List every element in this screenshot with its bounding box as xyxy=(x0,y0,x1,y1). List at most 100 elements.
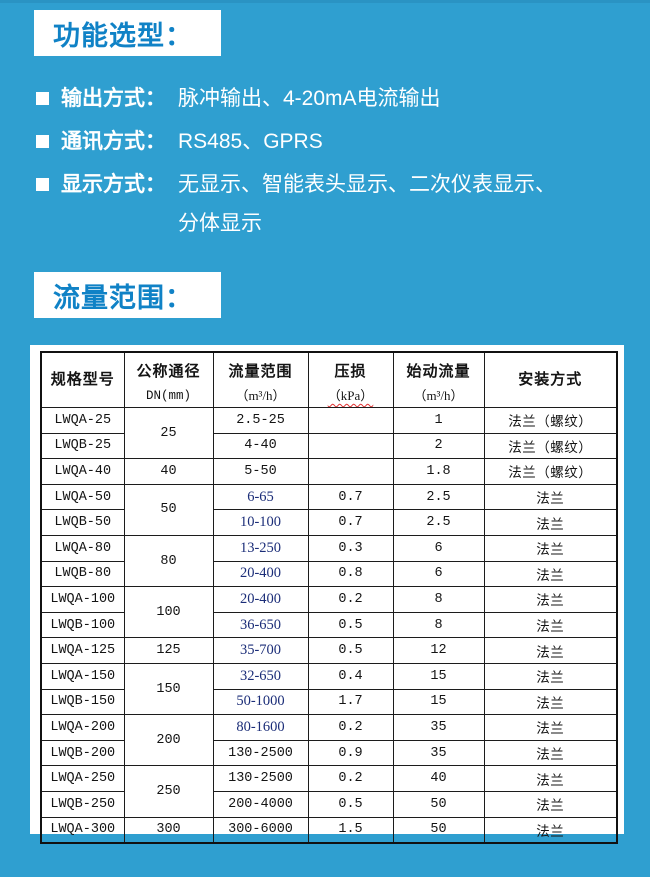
cell-model: LWQB-150 xyxy=(40,688,125,716)
cell-model: LWQA-40 xyxy=(40,458,125,485)
cell-nominal-diameter: 50 xyxy=(123,483,214,536)
cell-nominal-diameter: 200 xyxy=(123,714,214,767)
cell-install-type: 法兰 xyxy=(483,586,618,613)
cell-flow-range: 36-650 xyxy=(212,611,309,639)
cell-pressure-loss xyxy=(307,432,394,460)
cell-install-type: 法兰 xyxy=(483,765,618,792)
bullet-square-icon xyxy=(36,92,49,105)
cell-install-type: 法兰 xyxy=(483,688,618,716)
col-header-install-type-label: 安装方式 xyxy=(518,372,583,388)
feature-label: 输出方式： xyxy=(61,87,166,110)
feature-value: 无显示、智能表头显示、二次仪表显示、 分体显示 xyxy=(178,173,556,235)
col-header-start-flow-label: 始动流量 xyxy=(406,364,471,380)
cell-install-type: 法兰（螺纹） xyxy=(483,458,618,485)
cell-model: LWQA-80 xyxy=(40,534,125,562)
cell-start-flow: 8 xyxy=(392,611,485,639)
cell-install-type: 法兰 xyxy=(483,662,618,690)
cell-start-flow: 6 xyxy=(392,560,485,588)
cell-start-flow: 35 xyxy=(392,714,485,741)
cell-install-type: 法兰 xyxy=(483,560,618,588)
table-row: LWQA-250 250 130-2500 0.2 40 法兰 xyxy=(40,765,618,818)
cell-install-type: 法兰 xyxy=(483,483,618,511)
cell-start-flow: 2.5 xyxy=(392,483,485,511)
cell-install-type: 法兰 xyxy=(483,790,618,818)
cell-flow-range: 130-2500 xyxy=(212,765,309,792)
cell-model: LWQA-25 xyxy=(40,407,125,434)
cell-install-type: 法兰 xyxy=(483,816,618,844)
cell-pressure-loss: 0.2 xyxy=(307,586,394,613)
cell-nominal-diameter: 150 xyxy=(123,662,214,716)
cell-pressure-loss xyxy=(307,407,394,434)
cell-flow-range: 2.5-25 xyxy=(212,407,309,434)
cell-model: LWQA-125 xyxy=(40,637,125,664)
cell-start-flow: 35 xyxy=(392,739,485,767)
col-header-pressure-loss: 压损 （kPa） xyxy=(307,351,394,408)
cell-model: LWQA-200 xyxy=(40,714,125,741)
cell-pressure-loss: 0.2 xyxy=(307,765,394,792)
feature-label: 通讯方式： xyxy=(61,130,166,153)
table-row: LWQB-150 50-1000 1.7 15 法兰 xyxy=(40,688,618,716)
cell-pressure-loss: 0.5 xyxy=(307,611,394,639)
section-title-flow-range-label: 流量范围： xyxy=(53,282,193,313)
cell-pressure-loss: 0.5 xyxy=(307,637,394,664)
cell-install-type: 法兰（螺纹） xyxy=(483,432,618,460)
cell-pressure-loss: 0.5 xyxy=(307,790,394,818)
cell-start-flow: 6 xyxy=(392,534,485,562)
table-row: LWQB-50 10-100 0.7 2.5 法兰 xyxy=(40,509,618,536)
table-row: LWQA-100 100 20-400 0.2 8 法兰 xyxy=(40,586,618,639)
cell-pressure-loss: 0.7 xyxy=(307,483,394,511)
cell-flow-range: 13-250 xyxy=(212,534,309,562)
cell-pressure-loss: 0.2 xyxy=(307,714,394,741)
table-header-row: 规格型号 公称通径 DN(mm) 流量范围 （m³/h） 压损 （kPa） 始动… xyxy=(40,351,618,408)
cell-flow-range: 6-65 xyxy=(212,483,309,511)
cell-start-flow: 40 xyxy=(392,765,485,792)
section-title-function: 功能选型： xyxy=(34,10,221,56)
cell-nominal-diameter: 80 xyxy=(123,534,214,588)
cell-start-flow: 1.8 xyxy=(392,458,485,485)
table-row: LWQB-250 200-4000 0.5 50 法兰 xyxy=(40,790,618,818)
cell-flow-range: 50-1000 xyxy=(212,688,309,716)
cell-flow-range: 300-6000 xyxy=(212,816,309,844)
cell-start-flow: 1 xyxy=(392,407,485,434)
cell-flow-range: 80-1600 xyxy=(212,714,309,741)
cell-install-type: 法兰 xyxy=(483,714,618,741)
cell-start-flow: 8 xyxy=(392,586,485,613)
cell-start-flow: 50 xyxy=(392,816,485,844)
col-header-start-flow: 始动流量 （m³/h） xyxy=(392,351,485,408)
feature-item-output: 输出方式： 脉冲输出、4-20mA电流输出 xyxy=(36,79,636,118)
cell-model: LWQB-200 xyxy=(40,739,125,767)
cell-start-flow: 2.5 xyxy=(392,509,485,536)
table-row: LWQB-25 4-40 2 法兰（螺纹） xyxy=(40,432,618,460)
feature-value: 脉冲输出、4-20mA电流输出 xyxy=(178,87,441,110)
cell-pressure-loss: 0.3 xyxy=(307,534,394,562)
cell-pressure-loss: 0.4 xyxy=(307,662,394,690)
feature-item-communication: 通讯方式： RS485、GPRS xyxy=(36,122,636,161)
cell-nominal-diameter: 40 xyxy=(123,458,214,485)
bullet-square-icon xyxy=(36,178,49,191)
cell-install-type: 法兰 xyxy=(483,637,618,664)
table-row: LWQA-25 25 2.5-25 1 法兰（螺纹） xyxy=(40,406,618,460)
cell-pressure-loss: 0.8 xyxy=(307,560,394,588)
cell-flow-range: 32-650 xyxy=(212,662,309,690)
cell-pressure-loss: 1.5 xyxy=(307,816,394,844)
cell-flow-range: 5-50 xyxy=(212,458,309,485)
cell-flow-range: 4-40 xyxy=(212,432,309,460)
table-row: LWQB-100 36-650 0.5 8 法兰 xyxy=(40,611,618,639)
cell-install-type: 法兰（螺纹） xyxy=(483,407,618,434)
cell-model: LWQB-80 xyxy=(40,560,125,588)
cell-model: LWQA-50 xyxy=(40,483,125,511)
cell-flow-range: 10-100 xyxy=(212,509,309,536)
col-header-nominal-diameter: 公称通径 DN(mm) xyxy=(123,351,214,408)
cell-model: LWQA-250 xyxy=(40,765,125,792)
cell-flow-range: 20-400 xyxy=(212,586,309,613)
cell-nominal-diameter: 250 xyxy=(123,765,214,818)
col-header-pressure-loss-label: 压损 xyxy=(334,364,367,380)
col-header-start-flow-unit: （m³/h） xyxy=(413,388,464,403)
cell-pressure-loss: 0.9 xyxy=(307,739,394,767)
cell-pressure-loss xyxy=(307,458,394,485)
cell-model: LWQB-25 xyxy=(40,432,125,460)
cell-nominal-diameter: 300 xyxy=(123,816,214,844)
col-header-nominal-diameter-label: 公称通径 xyxy=(136,364,201,380)
feature-list: 输出方式： 脉冲输出、4-20mA电流输出 通讯方式： RS485、GPRS 显… xyxy=(36,79,636,247)
table-row: LWQB-80 20-400 0.8 6 法兰 xyxy=(40,560,618,588)
